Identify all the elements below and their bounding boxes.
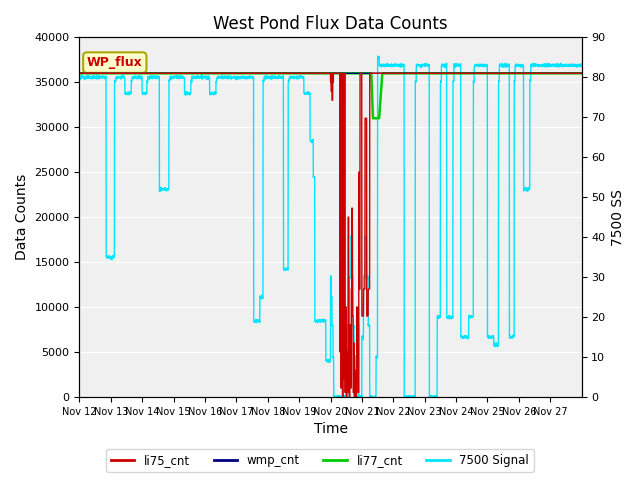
Y-axis label: Data Counts: Data Counts: [15, 174, 29, 260]
Legend: li75_cnt, wmp_cnt, li77_cnt, 7500 Signal: li75_cnt, wmp_cnt, li77_cnt, 7500 Signal: [106, 449, 534, 472]
Title: West Pond Flux Data Counts: West Pond Flux Data Counts: [213, 15, 448, 33]
X-axis label: Time: Time: [314, 422, 348, 436]
Y-axis label: 7500 SS: 7500 SS: [611, 189, 625, 246]
Text: WP_flux: WP_flux: [87, 56, 143, 69]
